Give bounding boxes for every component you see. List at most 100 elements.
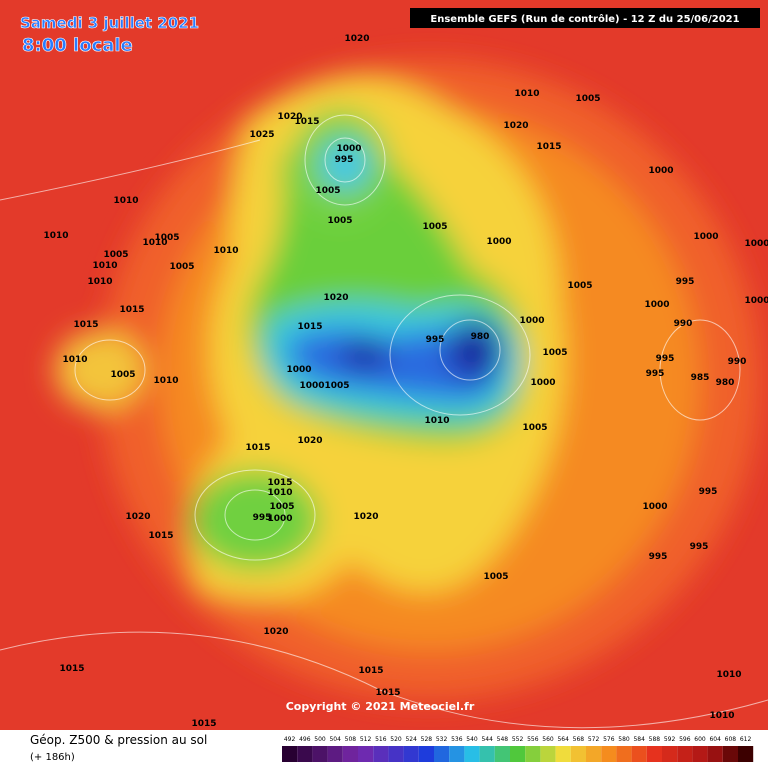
- isobar-label: 995: [699, 487, 718, 497]
- isobar-label: 1015: [375, 688, 400, 698]
- isobar-label: 1015: [59, 664, 84, 674]
- scale-swatch: [464, 746, 480, 762]
- isobar-label: 1000: [336, 144, 361, 154]
- scale-swatch: [631, 746, 647, 762]
- isobar-label: 990: [674, 319, 693, 329]
- isobar-label: 1005: [567, 281, 592, 291]
- scale-label: 496: [299, 736, 311, 743]
- isobar-label: 1010: [716, 670, 741, 680]
- scale-label: 544: [481, 736, 493, 743]
- isobar-label: 1010: [87, 277, 112, 287]
- isobar-label: 1010: [267, 488, 292, 498]
- isobar-label: 1005: [542, 348, 567, 358]
- scale-label: 520: [390, 736, 402, 743]
- isobar-label: 1000: [693, 232, 718, 242]
- scale-label: 552: [512, 736, 524, 743]
- scale-swatch: [388, 746, 404, 762]
- scale-swatch: [540, 746, 556, 762]
- scale-swatch: [312, 746, 328, 762]
- scale-label: 512: [360, 736, 372, 743]
- scale-label: 560: [542, 736, 554, 743]
- scale-label: 504: [329, 736, 341, 743]
- scale-swatch: [646, 746, 662, 762]
- isobar-label: 1015: [358, 666, 383, 676]
- isobar-label: 995: [649, 552, 668, 562]
- isobar-label: 1015: [267, 478, 292, 488]
- isobar-label: 995: [646, 369, 665, 379]
- scale-label: 532: [436, 736, 448, 743]
- scale-swatch: [555, 746, 571, 762]
- isobar-label: 1015: [191, 719, 216, 729]
- scale-swatch: [738, 746, 754, 762]
- isobar-label: 1020: [323, 293, 348, 303]
- scale-swatch: [662, 746, 678, 762]
- scale-label: 500: [314, 736, 326, 743]
- isobar-label: 1010: [514, 89, 539, 99]
- isobar-label: 1020: [125, 512, 150, 522]
- scale-label: 600: [694, 736, 706, 743]
- isobar-label: 1010: [62, 355, 87, 365]
- isobar-label: 1015: [294, 117, 319, 127]
- scale-swatch: [601, 746, 617, 762]
- isobar-label: 1000: [519, 316, 544, 326]
- isobar-label: 985: [691, 373, 710, 383]
- isobar-label: 1005: [575, 94, 600, 104]
- isobar-label: 995: [676, 277, 695, 287]
- scale-swatch: [479, 746, 495, 762]
- geopotential-field: [0, 0, 768, 730]
- isobar-label: 1015: [119, 305, 144, 315]
- scale-label: 556: [527, 736, 539, 743]
- scale-label: 508: [345, 736, 357, 743]
- run-info: Ensemble GEFS (Run de contrôle) - 12 Z d…: [430, 13, 739, 25]
- isobar-label: 1015: [245, 443, 270, 453]
- isobar-label: 1000: [286, 365, 311, 375]
- isobar-label: 1005: [103, 250, 128, 260]
- isobar-label: 1000: [486, 237, 511, 247]
- isobar-label: 1020: [503, 121, 528, 131]
- isobar-label: 1005: [483, 572, 508, 582]
- isobar-label: 980: [716, 378, 735, 388]
- scale-label: 524: [405, 736, 417, 743]
- scale-label: 548: [497, 736, 509, 743]
- scale-swatch: [342, 746, 358, 762]
- isobar-label: 1005: [315, 186, 340, 196]
- forecast-time: 8:00 locale: [22, 35, 133, 56]
- isobar-label: 1020: [353, 512, 378, 522]
- isobar-label: 1015: [536, 142, 561, 152]
- scale-swatch: [449, 746, 465, 762]
- isobar-label: 1010: [43, 231, 68, 241]
- scale-swatch: [494, 746, 510, 762]
- scale-swatch: [722, 746, 738, 762]
- scale-label: 536: [451, 736, 463, 743]
- scale-swatch: [373, 746, 389, 762]
- scale-label: 580: [618, 736, 630, 743]
- isobar-label: 1015: [73, 320, 98, 330]
- isobar-label: 980: [471, 332, 490, 342]
- scale-label: 540: [466, 736, 478, 743]
- isobar-label: 1005: [269, 502, 294, 512]
- scale-swatch: [692, 746, 708, 762]
- isobar-label: 995: [253, 513, 272, 523]
- isobar-label: 1000: [744, 296, 768, 306]
- scale-swatch: [358, 746, 374, 762]
- isobar-label: 990: [728, 357, 747, 367]
- scale-label: 588: [649, 736, 661, 743]
- scale-swatch: [677, 746, 693, 762]
- scale-swatch: [616, 746, 632, 762]
- scale-swatch: [297, 746, 313, 762]
- isobar-label: 1005: [154, 233, 179, 243]
- scale-swatch: [434, 746, 450, 762]
- isobar-label: 1000: [744, 239, 768, 249]
- scale-swatch: [403, 746, 419, 762]
- scale-swatch: [525, 746, 541, 762]
- isobar-label: 1015: [148, 531, 173, 541]
- isobar-label: 1005: [169, 262, 194, 272]
- scale-swatch: [418, 746, 434, 762]
- isobar-label: 1005: [522, 423, 547, 433]
- scale-swatch: [707, 746, 723, 762]
- isobar-label: 1010: [424, 416, 449, 426]
- isobar-label: 995: [690, 542, 709, 552]
- isobar-label: 1000: [530, 378, 555, 388]
- isobar-label: 1020: [344, 34, 369, 44]
